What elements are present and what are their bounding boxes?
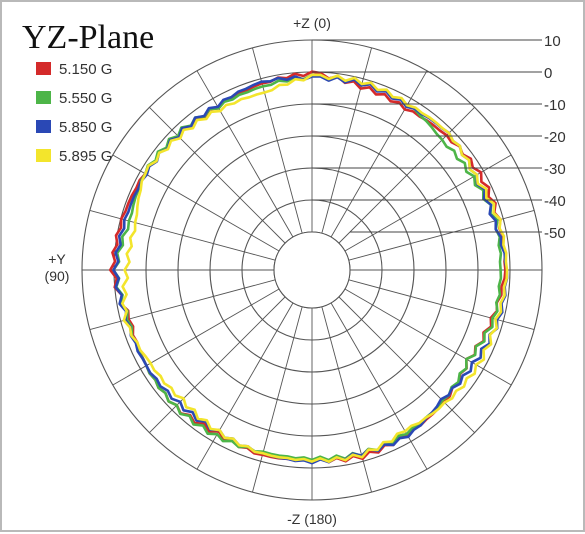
grid-spoke (149, 107, 286, 244)
grid-ring-inner (273, 231, 351, 309)
legend-label: 5.150 G (59, 61, 112, 78)
grid-spoke (112, 288, 280, 386)
radial-tick-label: -20 (544, 129, 566, 146)
grid-spoke (196, 70, 294, 238)
radial-tick-leaders (312, 39, 542, 233)
radial-tick-label: 0 (544, 65, 552, 82)
grid-spoke (344, 288, 512, 386)
grid-spoke (330, 70, 428, 238)
grid-spoke (330, 302, 428, 470)
angle-label: +Y (90) (45, 251, 70, 284)
radial-tick-label: 10 (544, 33, 561, 50)
series-line (121, 73, 509, 463)
angle-label: +Z (0) (293, 15, 331, 31)
series-lines (108, 70, 509, 465)
angle-labels: +Z (0) +Y (90) -Z (180) (45, 15, 337, 527)
legend-label: 5.895 G (59, 148, 112, 165)
grid-spoke (149, 296, 286, 433)
grid-spoke (252, 306, 303, 493)
grid-spoke (252, 47, 303, 234)
radial-tick-label: -50 (544, 225, 566, 242)
grid-spoke (321, 47, 372, 234)
legend: 5.150 G 5.550 G 5.850 G 5.895 G (36, 61, 112, 165)
grid-spoke (348, 279, 535, 330)
legend-swatch (36, 62, 51, 75)
legend-label: 5.550 G (59, 90, 112, 107)
radial-tick-label: -40 (544, 193, 566, 210)
chart-title: YZ-Plane (22, 19, 154, 56)
grid-spoke (348, 210, 535, 261)
grid-spoke (338, 107, 475, 244)
legend-swatch (36, 91, 51, 104)
grid-spoke (112, 154, 280, 252)
grid-spoke (338, 296, 475, 433)
radial-tick-label: -10 (544, 97, 566, 114)
legend-swatch (36, 149, 51, 162)
legend-label: 5.850 G (59, 119, 112, 136)
grid-spoke (321, 306, 372, 493)
grid-spoke (344, 154, 512, 252)
radial-tick-labels: 10 0 -10 -20 -30 -40 -50 (544, 33, 566, 242)
legend-swatch (36, 120, 51, 133)
grid-spoke (89, 279, 276, 330)
radial-tick-label: -30 (544, 161, 566, 178)
angle-label: -Z (180) (287, 511, 337, 527)
grid-spoke (196, 302, 294, 470)
